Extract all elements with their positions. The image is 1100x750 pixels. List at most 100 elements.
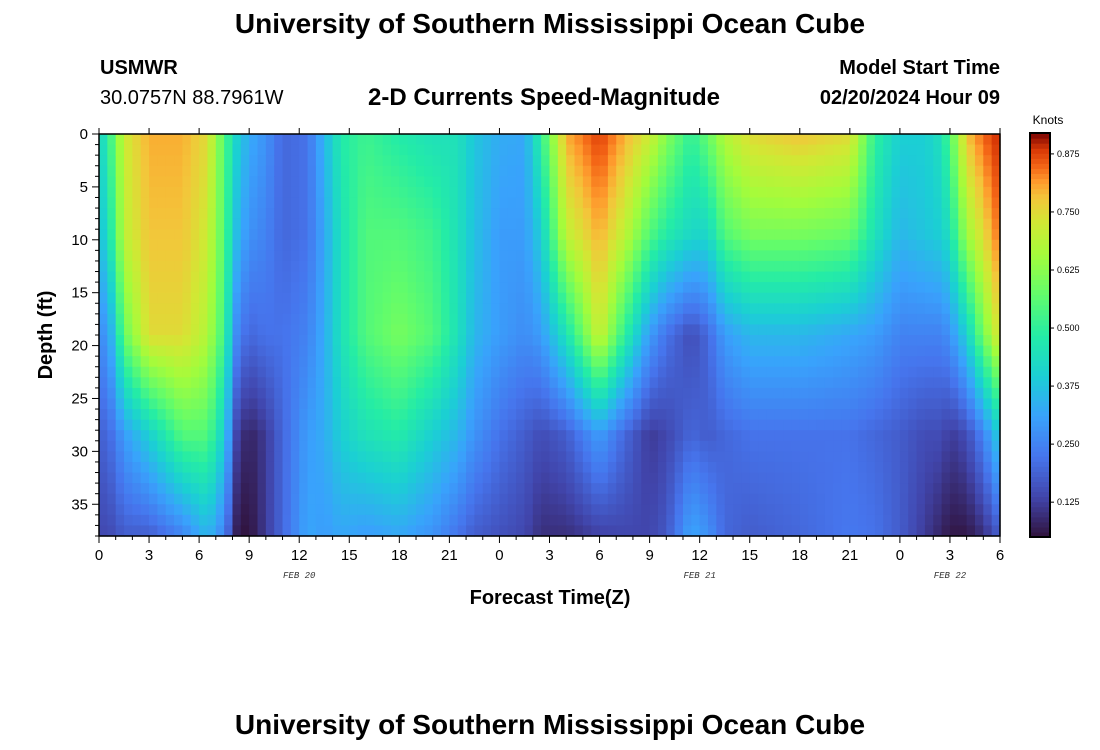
- heatmap-cell: [174, 472, 184, 484]
- heatmap-cell: [165, 229, 175, 241]
- heatmap-cell: [290, 155, 300, 167]
- heatmap-cell: [240, 155, 250, 167]
- y-tick-label: 20: [71, 338, 88, 355]
- heatmap-cell: [182, 292, 192, 304]
- heatmap-cell: [849, 356, 859, 368]
- heatmap-cell: [799, 292, 809, 304]
- heatmap-cell: [249, 335, 259, 347]
- heatmap-cell: [682, 483, 692, 495]
- heatmap-cell: [899, 419, 909, 431]
- heatmap-cell: [249, 493, 259, 505]
- heatmap-cell: [257, 324, 267, 336]
- heatmap-cell: [949, 335, 959, 347]
- heatmap-cell: [899, 451, 909, 463]
- heatmap-cell: [224, 493, 234, 505]
- colorbar-segment: [1030, 198, 1050, 205]
- heatmap-cell: [416, 271, 425, 283]
- heatmap-cell: [883, 398, 893, 410]
- colorbar-segment: [1030, 239, 1050, 245]
- heatmap-cell: [691, 483, 701, 495]
- heatmap-cell: [783, 313, 793, 326]
- heatmap-cell: [899, 440, 909, 452]
- heatmap-cell: [532, 419, 542, 431]
- heatmap-cell: [966, 345, 976, 357]
- heatmap-cell: [340, 345, 350, 357]
- heatmap-cell: [666, 218, 676, 230]
- heatmap-cell: [616, 451, 626, 463]
- heatmap-cell: [240, 292, 250, 304]
- heatmap-cell: [324, 155, 334, 167]
- heatmap-cell: [749, 419, 759, 431]
- heatmap-cell: [758, 493, 767, 505]
- heatmap-cell: [783, 356, 793, 368]
- heatmap-cell: [215, 345, 225, 357]
- heatmap-cell: [774, 197, 784, 209]
- heatmap-cell: [274, 292, 284, 304]
- heatmap-cell: [924, 271, 934, 283]
- colorbar-segment: [1030, 203, 1050, 210]
- heatmap-cell: [157, 239, 167, 251]
- heatmap-cell: [307, 134, 317, 146]
- heatmap-cell: [491, 398, 501, 410]
- heatmap-cell: [774, 483, 784, 495]
- heatmap-cell: [883, 303, 893, 315]
- heatmap-cell: [474, 197, 484, 209]
- heatmap-cell: [607, 377, 617, 389]
- heatmap-cell: [449, 387, 459, 400]
- heatmap-cell: [958, 451, 968, 463]
- heatmap-cell: [532, 525, 542, 537]
- heatmap-cell: [833, 451, 843, 463]
- heatmap-cell: [140, 461, 150, 474]
- heatmap-cell: [924, 398, 934, 410]
- heatmap-cell: [974, 493, 984, 505]
- heatmap-cell: [874, 155, 884, 167]
- heatmap-cell: [924, 483, 934, 495]
- heatmap-cell: [249, 303, 259, 315]
- heatmap-cell: [799, 165, 809, 177]
- heatmap-cell: [507, 440, 517, 452]
- heatmap-cell: [441, 472, 450, 484]
- colorbar-segment: [1030, 340, 1050, 346]
- heatmap-cell: [958, 461, 968, 474]
- heatmap-cell: [499, 419, 509, 431]
- heatmap-cell: [274, 366, 284, 378]
- heatmap-cell: [365, 271, 375, 283]
- heatmap-cell: [174, 303, 184, 315]
- heatmap-cell: [749, 440, 759, 452]
- heatmap-cell: [966, 472, 976, 484]
- heatmap-cell: [265, 218, 275, 230]
- heatmap-cell: [299, 271, 309, 283]
- heatmap-cell: [891, 451, 901, 463]
- heatmap-cell: [215, 176, 225, 188]
- heatmap-cell: [582, 366, 592, 378]
- heatmap-cell: [641, 440, 651, 452]
- heatmap-cell: [324, 366, 334, 378]
- heatmap-cell: [966, 144, 976, 156]
- heatmap-cell: [315, 356, 325, 368]
- heatmap-cell: [507, 430, 517, 442]
- heatmap-cell: [157, 229, 167, 241]
- heatmap-cell: [466, 155, 476, 167]
- heatmap-cell: [182, 451, 192, 463]
- heatmap-cell: [265, 313, 275, 326]
- heatmap-cell: [315, 260, 325, 273]
- heatmap-cell: [466, 366, 476, 378]
- heatmap-cell: [315, 335, 325, 347]
- heatmap-cell: [833, 345, 843, 357]
- heatmap-cell: [716, 313, 726, 326]
- heatmap-cell: [616, 218, 626, 230]
- heatmap-cell: [749, 186, 759, 199]
- heatmap-cell: [791, 345, 801, 357]
- heatmap-cell: [349, 229, 359, 241]
- heatmap-cell: [416, 377, 425, 389]
- heatmap-cell: [524, 303, 534, 315]
- colorbar-segment: [1030, 521, 1050, 528]
- heatmap-cell: [616, 504, 626, 516]
- heatmap-cell: [874, 493, 884, 505]
- heatmap-cell: [541, 303, 551, 315]
- heatmap-cell: [532, 377, 542, 389]
- heatmap-cell: [466, 165, 476, 177]
- colorbar-segment: [1030, 531, 1050, 538]
- heatmap-cell: [115, 229, 125, 241]
- heatmap-cell: [974, 472, 984, 484]
